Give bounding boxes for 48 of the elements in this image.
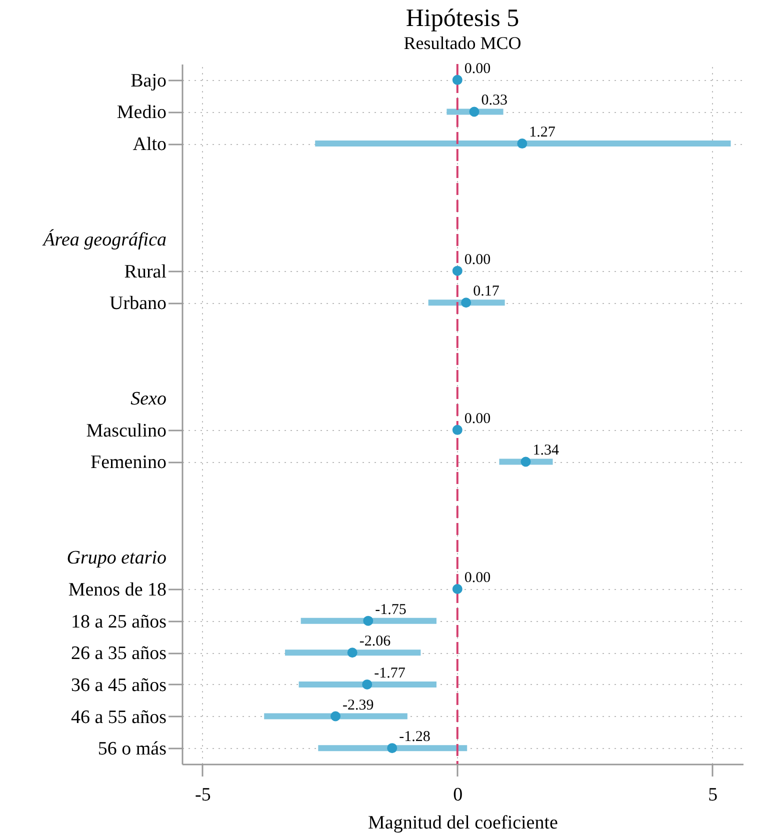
y-tick-label: 46 a 55 años <box>70 706 166 728</box>
y-tick-label: Rural <box>124 261 166 282</box>
y-tick-label: Menos de 18 <box>68 580 166 600</box>
point <box>520 456 531 467</box>
data-label: -2.39 <box>342 697 374 714</box>
data-label: 0.00 <box>464 570 491 586</box>
y-tick-label: Masculino <box>86 420 166 442</box>
y-tick-label: 18 a 25 años <box>70 611 166 632</box>
y-tick-label: Urbano <box>110 293 166 314</box>
y-tick-label: Grupo etario <box>66 548 166 569</box>
point <box>347 648 358 658</box>
y-tick-label: Medio <box>116 102 166 124</box>
point <box>452 584 462 594</box>
data-label: 0.00 <box>464 252 491 268</box>
data-label: -1.28 <box>399 729 430 746</box>
point <box>452 266 462 276</box>
y-tick-label: 36 a 45 años <box>70 674 166 696</box>
y-tick-label: Bajo <box>130 70 166 92</box>
point <box>330 711 341 722</box>
y-tick-label: 26 a 35 años <box>70 643 166 664</box>
point <box>461 298 472 308</box>
x-tick-label: 5 <box>708 784 718 806</box>
data-label: -1.75 <box>375 602 406 618</box>
x-tick-label: -5 <box>194 784 211 806</box>
data-label: 0.00 <box>464 410 491 427</box>
data-label: 0.17 <box>473 284 500 300</box>
data-label: 1.34 <box>532 442 560 459</box>
point <box>452 74 462 85</box>
point <box>362 679 372 690</box>
data-label: 0.00 <box>464 60 491 77</box>
data-label: 0.33 <box>481 92 508 109</box>
point <box>387 743 398 754</box>
point <box>363 616 374 626</box>
y-tick-label: Alto <box>132 134 166 156</box>
data-label: -1.77 <box>374 665 406 682</box>
y-tick-label: Sexo <box>130 388 166 410</box>
point <box>469 106 480 117</box>
data-label: 1.27 <box>529 124 556 141</box>
y-tick-label: 56 o más <box>98 738 166 760</box>
y-tick-label: Área geográfica <box>41 228 166 250</box>
chart-subtitle: Resultado MCO <box>404 32 522 53</box>
x-tick-label: 0 <box>453 784 463 806</box>
point <box>452 424 462 435</box>
y-tick-label: Femenino <box>90 452 166 474</box>
data-label: -2.06 <box>359 634 392 650</box>
chart-title: Hipótesis 5 <box>406 4 520 32</box>
point <box>517 138 528 149</box>
x-axis-title: Magnitud del coeficiente <box>368 812 558 834</box>
